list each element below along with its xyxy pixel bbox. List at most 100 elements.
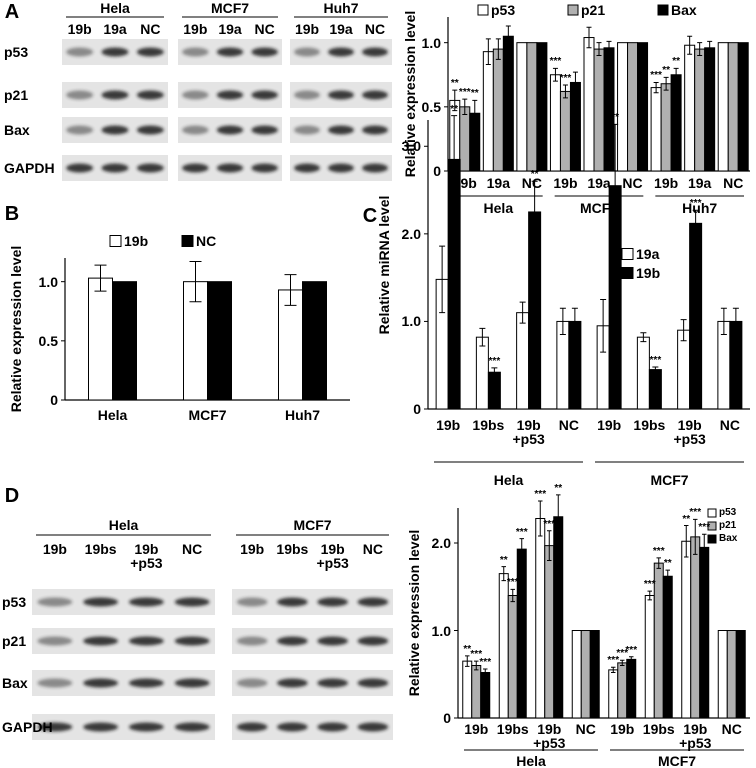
- x-tick-label: 19b +p53: [512, 417, 545, 447]
- x-tick-label: 19a: [587, 175, 611, 191]
- bar: [544, 545, 555, 719]
- bar: [670, 74, 682, 172]
- blot-band: [83, 678, 119, 688]
- bar: [717, 42, 729, 172]
- blot-band: [251, 125, 278, 135]
- error-bar: [732, 307, 739, 336]
- significance-label: ***: [559, 73, 572, 85]
- y-tick-label: 0: [443, 710, 451, 726]
- error-bar: [640, 332, 647, 343]
- significance-label: **: [450, 78, 459, 90]
- legend-swatch: [707, 534, 717, 544]
- bar: [608, 669, 619, 719]
- y-tick-label: 0: [50, 392, 58, 408]
- legend-label: 19b: [636, 265, 661, 281]
- blot-band: [101, 125, 129, 135]
- error-bar: [439, 245, 446, 314]
- bar: [462, 660, 473, 719]
- bar: [626, 658, 637, 719]
- error-bar: [483, 668, 488, 677]
- significance-label: ***: [625, 644, 638, 656]
- legend-label: 19a: [636, 246, 660, 262]
- panel-letter: A: [4, 1, 20, 23]
- significance-label: **: [672, 56, 681, 68]
- error-bar: [519, 301, 526, 324]
- blot-band: [294, 125, 320, 135]
- y-tick-label: 1.0: [421, 34, 441, 51]
- blot-row-label: p21: [2, 633, 27, 649]
- error-bar: [629, 656, 634, 663]
- x-tick-label: NC: [622, 175, 643, 191]
- x-tick-label: 19b: [452, 175, 477, 191]
- blot-band: [174, 597, 210, 607]
- significance-label: **: [463, 643, 472, 655]
- x-tick-label: 19bs: [496, 721, 529, 737]
- error-bar: [538, 500, 543, 537]
- bar: [559, 90, 571, 172]
- error-bar: [647, 590, 652, 601]
- error-bar: [556, 494, 561, 540]
- blot-lane-label: 19b: [183, 21, 208, 37]
- bar: [498, 573, 509, 719]
- blot-lane-label: NC: [140, 21, 161, 37]
- panel-letter: B: [4, 203, 20, 225]
- blot-band: [251, 90, 278, 100]
- blot-band: [317, 678, 348, 688]
- bar: [471, 665, 482, 719]
- blot-band: [294, 90, 320, 100]
- blot-band: [294, 47, 320, 57]
- legend-swatch: [657, 4, 669, 16]
- bar: [492, 48, 504, 172]
- blot-band: [128, 636, 164, 646]
- blot-group-label: Hela: [108, 517, 139, 533]
- bar: [689, 222, 703, 410]
- significance-label: **: [450, 103, 459, 115]
- blot-row-label: Bax: [4, 122, 30, 138]
- blot-band: [277, 722, 308, 732]
- blot-band: [236, 722, 268, 732]
- bar: [88, 277, 113, 401]
- error-bar: [452, 89, 458, 112]
- bar: [684, 44, 696, 172]
- error-bar: [673, 67, 679, 82]
- y-tick-label: 2.0: [401, 225, 421, 242]
- legend-label: p21: [719, 520, 737, 531]
- blot-band: [101, 47, 129, 57]
- error-bar: [611, 666, 616, 673]
- error-bar: [451, 115, 458, 204]
- error-bar: [692, 209, 699, 237]
- bar: [536, 42, 548, 172]
- group-label: Hela: [516, 753, 546, 768]
- bar: [516, 42, 528, 172]
- bar: [549, 74, 561, 172]
- legend-swatch: [621, 248, 634, 260]
- error-bar: [479, 327, 486, 347]
- blot-band: [182, 163, 209, 173]
- bar: [704, 47, 716, 172]
- bar: [660, 83, 672, 172]
- blot-band: [328, 163, 354, 173]
- significance-label: ***: [649, 354, 662, 366]
- blot-band: [236, 636, 268, 646]
- group-label: Huh7: [682, 200, 718, 216]
- x-tick-label: 19b +p53: [673, 417, 706, 447]
- legend-swatch: [621, 267, 634, 279]
- significance-label: ***: [549, 56, 562, 68]
- blot-band: [136, 163, 164, 173]
- error-bar: [474, 660, 479, 671]
- blot-group-label: MCF7: [293, 517, 332, 533]
- bar: [650, 87, 662, 172]
- blot-row-label: Bax: [2, 675, 28, 691]
- error-bar: [702, 533, 707, 561]
- legend-label: 19b: [124, 233, 149, 249]
- error-bar: [586, 26, 592, 49]
- blot-band: [236, 597, 268, 607]
- blot-lane-label: 19a: [103, 21, 127, 37]
- blot-band: [328, 125, 354, 135]
- bar: [727, 42, 739, 172]
- blot-lane-label: 19b: [67, 21, 92, 37]
- bar: [694, 48, 706, 172]
- x-tick-label: 19b: [597, 417, 622, 433]
- blot-row-label: p21: [4, 87, 29, 103]
- significance-label: ***: [616, 648, 629, 660]
